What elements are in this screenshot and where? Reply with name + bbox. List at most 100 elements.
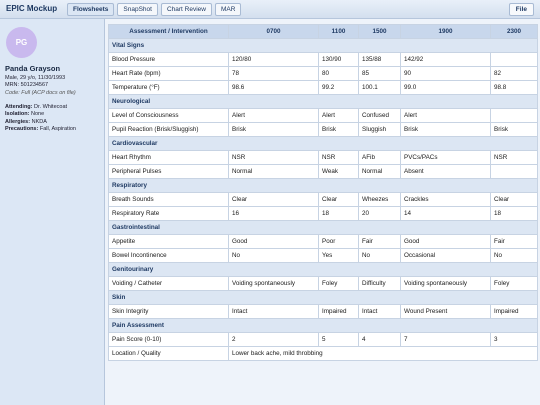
cell[interactable]: 4	[358, 332, 401, 347]
detail-label: Precautions:	[5, 126, 39, 132]
row-label: Voiding / Catheter	[108, 276, 229, 291]
code-status: Code: Full (ACP docs on file)	[5, 89, 76, 96]
cell[interactable]: Clear	[318, 192, 359, 207]
tab[interactable]: Flowsheets	[67, 3, 115, 16]
cell[interactable]: Weak	[318, 164, 359, 179]
cell[interactable]: Fair	[358, 234, 401, 249]
cell[interactable]: 82	[490, 66, 538, 81]
cell[interactable]	[490, 52, 538, 67]
data-row: Location / Quality Lower back ache, mild …	[108, 346, 538, 361]
row-label: Pain Score (0-10)	[108, 332, 229, 347]
cell[interactable]: Good	[228, 234, 319, 249]
cell[interactable]: Normal	[358, 164, 401, 179]
cell[interactable]: Crackles	[400, 192, 491, 207]
cell[interactable]: Alert	[318, 108, 359, 123]
cell[interactable]: 98.6	[228, 80, 319, 95]
cell[interactable]: 130/90	[318, 52, 359, 67]
flowsheet-table: Assessment / Intervention 0700 1100 1500 190…	[108, 24, 538, 361]
cell[interactable]: Voiding spontaneously	[228, 276, 319, 291]
cell[interactable]: Foley	[318, 276, 359, 291]
detail-value: Dr. Whitecoat	[34, 103, 68, 110]
row-label: Breath Sounds	[108, 192, 229, 207]
cell[interactable]: 142/92	[400, 52, 491, 67]
cell[interactable]: AFib	[358, 150, 401, 165]
cell[interactable]: 85	[358, 66, 401, 81]
tab[interactable]: MAR	[214, 3, 242, 16]
tab[interactable]: Chart Review	[160, 3, 212, 16]
cell[interactable]: Clear	[228, 192, 319, 207]
cell[interactable]: 3	[490, 332, 538, 347]
app-title: EPIC Mockup	[6, 4, 58, 13]
file-button[interactable]: File	[508, 3, 534, 16]
cell[interactable]: 99.0	[400, 80, 491, 95]
cell[interactable]: Alert	[400, 108, 491, 123]
detail-value: NKDA	[31, 118, 47, 125]
cell[interactable]: 80	[318, 66, 359, 81]
column-header: 2300	[490, 24, 538, 39]
cell[interactable]: Wound Present	[400, 304, 491, 319]
cell[interactable]	[490, 164, 538, 179]
row-label: Heart Rate (bpm)	[108, 66, 229, 81]
cell[interactable]: No	[490, 248, 538, 263]
cell[interactable]: NSR	[318, 150, 359, 165]
cell[interactable]: Brisk	[400, 122, 491, 137]
section-title: Neurological	[108, 94, 538, 109]
detail-line: Attending: Dr. Whitecoat	[5, 104, 99, 110]
row-label: Appetite	[108, 234, 229, 249]
data-row: Voiding / Catheter Voiding spontaneously F…	[108, 276, 538, 291]
cell[interactable]: Occasional	[400, 248, 491, 263]
cell[interactable]: 2	[228, 332, 319, 347]
cell[interactable]: 135/88	[358, 52, 401, 67]
cell[interactable]: Sluggish	[358, 122, 401, 137]
cell[interactable]: NSR	[228, 150, 319, 165]
cell[interactable]: 16	[228, 206, 319, 221]
cell[interactable]: Poor	[318, 234, 359, 249]
cell[interactable]: 99.2	[318, 80, 359, 95]
cell[interactable]: Brisk	[490, 122, 538, 137]
demographics: Male, 29 y/o, 11/30/1993	[5, 74, 66, 81]
cell-span[interactable]: Lower back ache, mild throbbing	[228, 346, 538, 361]
cell[interactable]: 18	[490, 206, 538, 221]
cell[interactable]: 20	[358, 206, 401, 221]
cell[interactable]: Absent	[400, 164, 491, 179]
data-row: Breath Sounds Clear Clear Wheezes Crackles Cl…	[108, 192, 538, 207]
cell[interactable]: 78	[228, 66, 319, 81]
cell[interactable]: Intact	[358, 304, 401, 319]
cell[interactable]: 98.8	[490, 80, 538, 95]
cell[interactable]: No	[228, 248, 319, 263]
tab[interactable]: SnapShot	[117, 3, 158, 16]
cell[interactable]: Clear	[490, 192, 538, 207]
cell[interactable]: 100.1	[358, 80, 401, 95]
cell[interactable]: Normal	[228, 164, 319, 179]
cell[interactable]: 5	[318, 332, 359, 347]
section-row: Gastrointestinal	[108, 220, 538, 235]
cell[interactable]: 14	[400, 206, 491, 221]
cell[interactable]: Confused	[358, 108, 401, 123]
cell[interactable]: Difficulty	[358, 276, 401, 291]
cell[interactable]: Yes	[318, 248, 359, 263]
row-label: Heart Rhythm	[108, 150, 229, 165]
cell[interactable]: Brisk	[318, 122, 359, 137]
data-row: Skin Integrity Intact Impaired Intact Wound …	[108, 304, 538, 319]
cell[interactable]: Impaired	[490, 304, 538, 319]
cell[interactable]: 18	[318, 206, 359, 221]
cell[interactable]: 90	[400, 66, 491, 81]
cell[interactable]: PVCs/PACs	[400, 150, 491, 165]
cell[interactable]: Foley	[490, 276, 538, 291]
cell[interactable]: Intact	[228, 304, 319, 319]
cell[interactable]: No	[358, 248, 401, 263]
cell[interactable]: Good	[400, 234, 491, 249]
cell[interactable]: Fair	[490, 234, 538, 249]
cell[interactable]: 120/80	[228, 52, 319, 67]
cell[interactable]: Brisk	[228, 122, 319, 137]
cell[interactable]	[490, 108, 538, 123]
cell[interactable]: 7	[400, 332, 491, 347]
cell[interactable]: Wheezes	[358, 192, 401, 207]
data-row: Peripheral Pulses Normal Weak Normal Absent	[108, 164, 538, 179]
cell[interactable]: Alert	[228, 108, 319, 123]
cell[interactable]: NSR	[490, 150, 538, 165]
cell[interactable]: Voiding spontaneously	[400, 276, 491, 291]
cell[interactable]: Impaired	[318, 304, 359, 319]
mrn: MRN: 501234567	[5, 82, 49, 88]
